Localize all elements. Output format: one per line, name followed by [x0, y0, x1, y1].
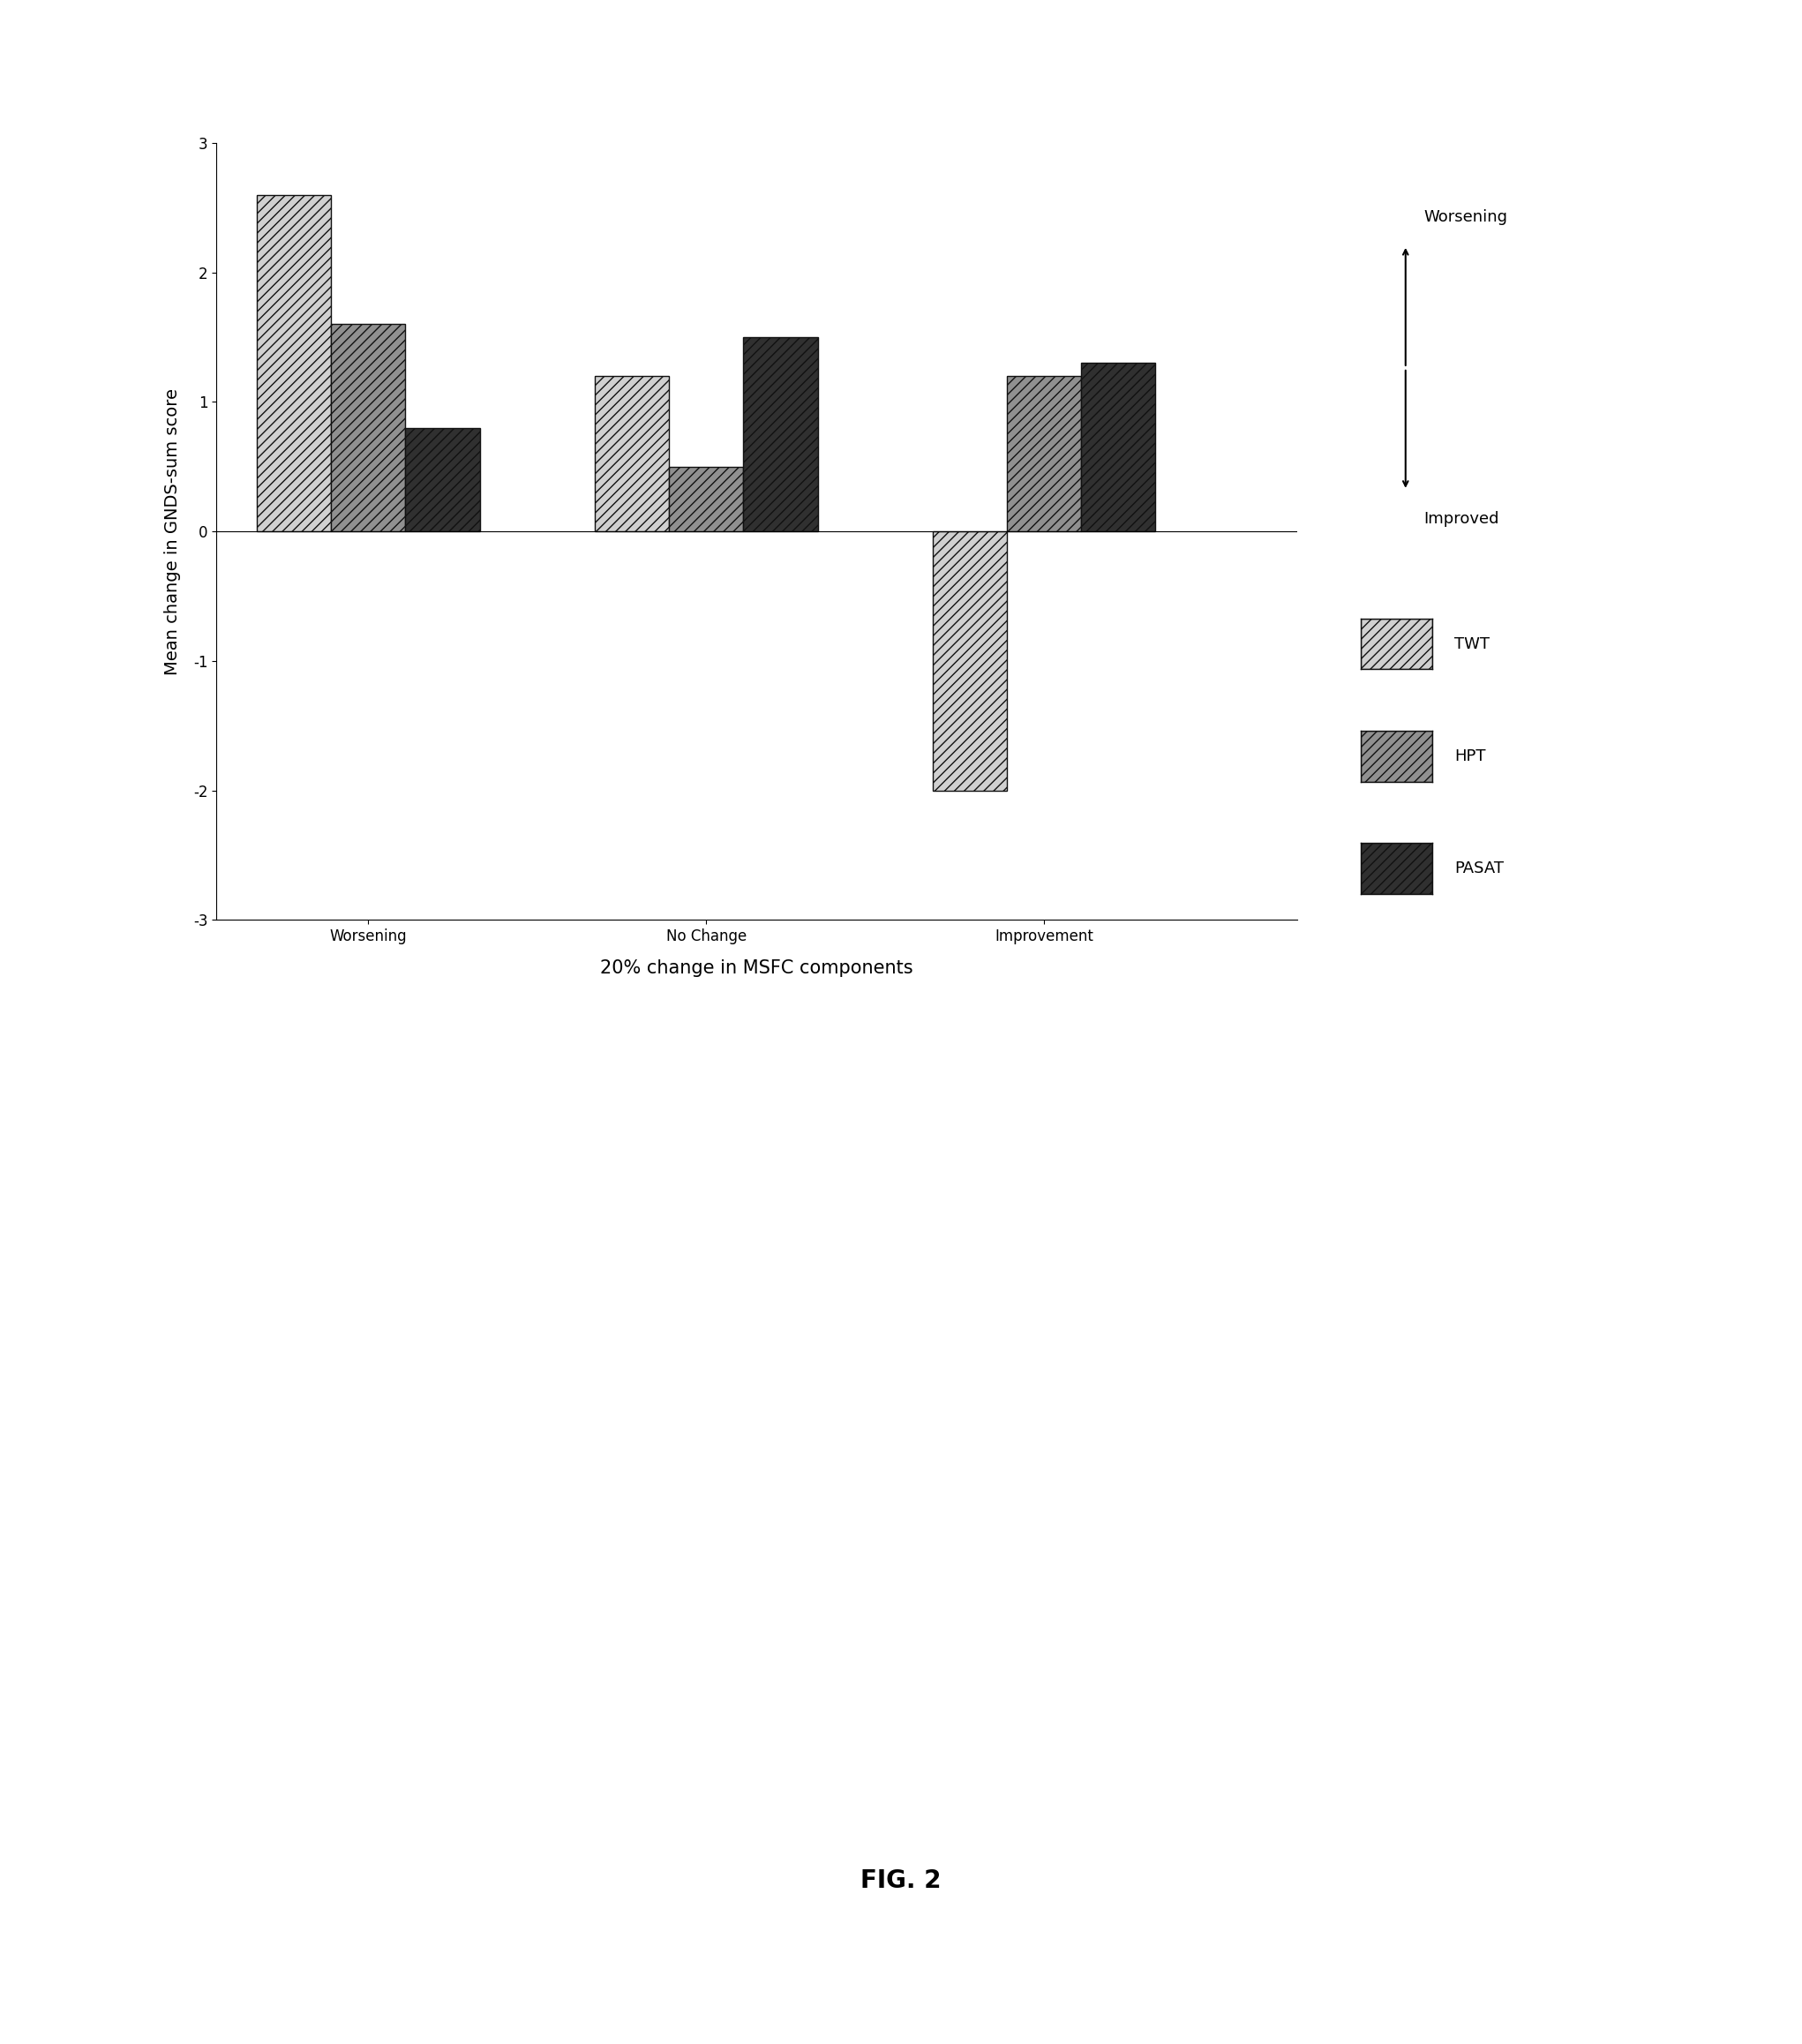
Bar	[332, 325, 405, 531]
Text: Improved: Improved	[1424, 511, 1499, 527]
X-axis label: 20% change in MSFC components: 20% change in MSFC components	[600, 959, 914, 977]
Bar	[405, 427, 479, 531]
Text: PASAT: PASAT	[1454, 861, 1503, 877]
Bar	[1081, 364, 1155, 531]
Text: Worsening: Worsening	[1424, 208, 1508, 225]
Bar	[1007, 376, 1081, 531]
Bar	[742, 337, 818, 531]
Bar	[256, 194, 332, 531]
Bar	[595, 376, 669, 531]
Bar	[669, 466, 742, 531]
Text: HPT: HPT	[1454, 748, 1485, 764]
Y-axis label: Mean change in GNDS-sum score: Mean change in GNDS-sum score	[164, 388, 180, 675]
Text: TWT: TWT	[1454, 636, 1490, 652]
Text: FIG. 2: FIG. 2	[861, 1868, 941, 1893]
Bar	[933, 531, 1007, 791]
